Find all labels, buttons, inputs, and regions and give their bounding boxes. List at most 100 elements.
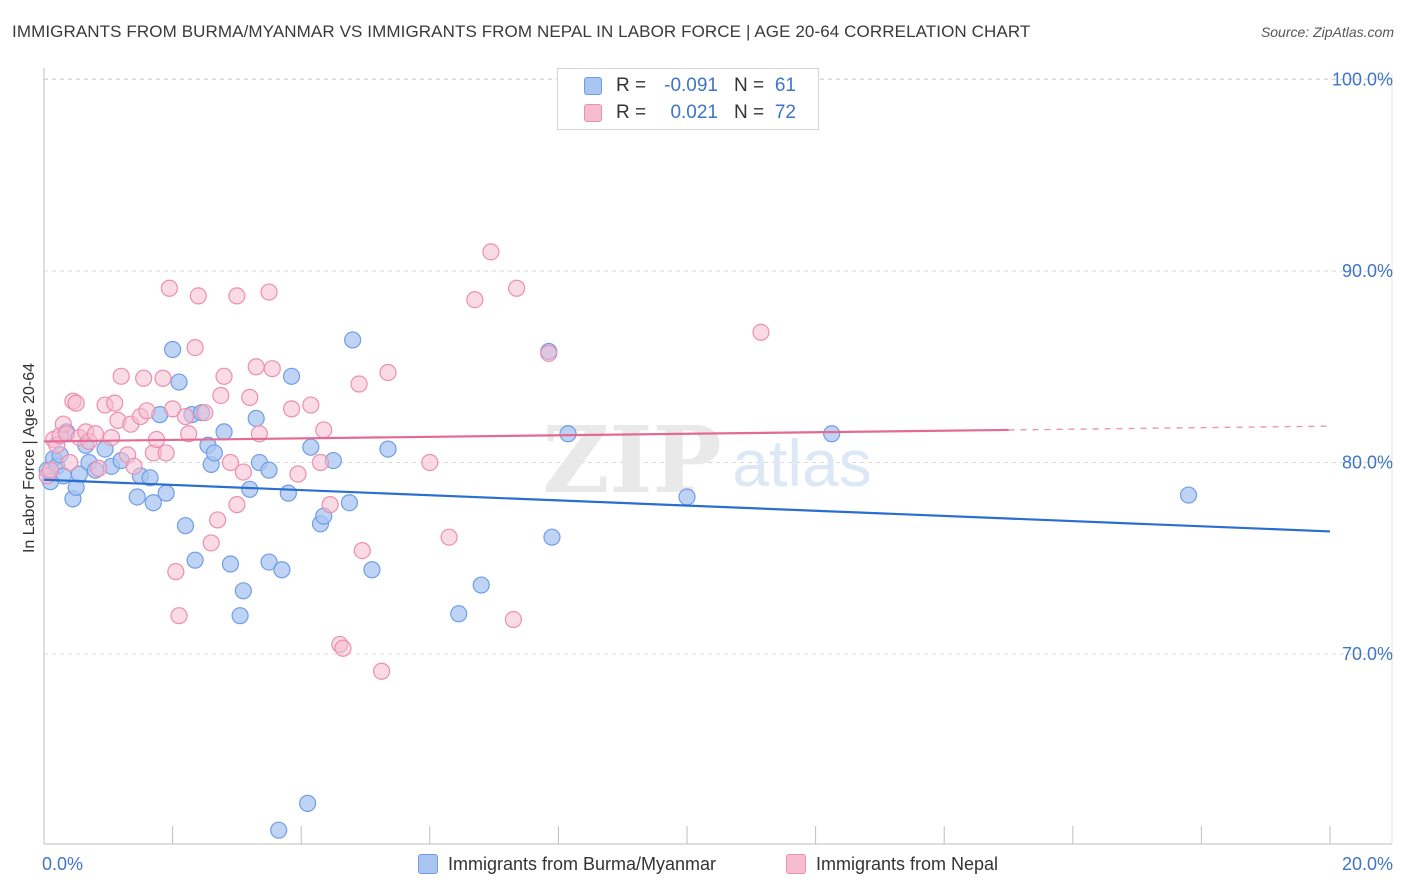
legend-item-burma[interactable]: Immigrants from Burma/Myanmar [418, 852, 716, 876]
nepal-point [482, 243, 500, 261]
nepal-point [228, 496, 246, 514]
y-tick-label: 70.0% [1342, 644, 1393, 664]
nepal-point [125, 457, 143, 475]
watermark: ZIP atlas [542, 406, 871, 514]
burma-point [221, 555, 240, 573]
y-tick-label: 80.0% [1342, 453, 1393, 473]
nepal-point [61, 453, 79, 472]
chart-title: IMMIGRANTS FROM BURMA/MYANMAR VS IMMIGRA… [12, 22, 1031, 41]
nepal-point [372, 662, 391, 680]
nepal-point [135, 369, 153, 387]
points-layer [38, 243, 1198, 839]
nepal-point [186, 339, 204, 357]
nepal-point [302, 396, 320, 414]
burma-n-label: N = [734, 75, 765, 96]
nepal-point [138, 402, 156, 420]
legend-nepal-label: Immigrants from Nepal [816, 854, 999, 874]
nepal-point [350, 375, 368, 393]
nepal-point [180, 425, 198, 443]
nepal-point [154, 369, 172, 387]
nepal-trend-line [43, 428, 1009, 443]
nepal-point [167, 563, 185, 581]
nepal-point [102, 429, 121, 447]
watermark-atlas: atlas [732, 426, 871, 500]
burma-point [1179, 486, 1198, 504]
nepal-n-value: 72 [774, 102, 796, 123]
nepal-point [334, 639, 352, 657]
nepal-r-value: 0.021 [670, 102, 718, 123]
nepal-point [421, 453, 439, 472]
burma-point [176, 517, 195, 535]
burma-point [260, 461, 278, 479]
burma-point [344, 331, 362, 349]
x-tick-label: 20.0% [1342, 854, 1393, 874]
burma-point [302, 438, 320, 456]
burma-r-value: -0.091 [664, 75, 718, 96]
trend-layer [43, 425, 1331, 533]
y-tick-label: 100.0% [1332, 70, 1393, 90]
burma-point [450, 605, 468, 623]
legend-burma-swatch [418, 854, 438, 874]
nepal-point [440, 528, 458, 546]
nepal-point [263, 360, 281, 378]
burma-trend-line [43, 478, 1331, 533]
burma-point [247, 409, 265, 428]
nepal-point [321, 496, 339, 514]
nepal-point [90, 459, 108, 477]
burma-point [559, 425, 577, 443]
burma-point [279, 484, 297, 502]
legend-nepal-swatch [786, 854, 806, 874]
burma-point [231, 607, 249, 625]
burma-r-label: R = [616, 75, 647, 96]
burma-point [340, 494, 359, 512]
nepal-point [176, 407, 195, 426]
nepal-point [504, 610, 522, 629]
nepal-point [189, 287, 207, 305]
x-tick-label: 0.0% [42, 854, 83, 874]
nepal-point [196, 404, 214, 422]
burma-point [141, 469, 159, 487]
label-layer: 100.0% 90.0% 80.0% 70.0% 0.0% 20.0% [42, 70, 1393, 875]
legend-burma-label: Immigrants from Burma/Myanmar [448, 854, 717, 874]
burma-n-value: 61 [774, 75, 796, 96]
burma-point [170, 373, 188, 391]
nepal-point [164, 400, 182, 418]
nepal-point [106, 394, 124, 412]
burma-point [678, 488, 696, 506]
nepal-point [221, 453, 240, 472]
burma-point [205, 444, 223, 462]
nepal-point [209, 511, 227, 529]
nepal-point [282, 400, 301, 418]
y-tick-label: 90.0% [1342, 261, 1393, 281]
legend-item-nepal[interactable]: Immigrants from Nepal [786, 852, 998, 876]
burma-point [379, 440, 397, 458]
burma-point [543, 528, 561, 546]
burma-point [164, 340, 182, 359]
nepal-point [112, 367, 130, 385]
burma-point [282, 367, 301, 385]
nepal-point [215, 367, 233, 385]
nepal-point [241, 388, 259, 406]
burma-point [273, 561, 291, 579]
nepal-point [247, 358, 265, 376]
nepal-point [67, 394, 85, 412]
burma-point [363, 561, 381, 579]
burma-point [186, 551, 204, 569]
nepal-point [540, 344, 558, 362]
nepal-point [260, 283, 278, 301]
burma-point [128, 488, 146, 506]
burma-point [144, 494, 162, 512]
y-axis-title: In Labor Force | Age 20-64 [21, 363, 38, 553]
nepal-point [353, 541, 371, 560]
nepal-point [228, 287, 246, 305]
nepal-point [160, 279, 178, 297]
burma-point [472, 576, 490, 594]
nepal-n-label: N = [734, 102, 765, 123]
nepal-point [508, 279, 526, 297]
burma-point [823, 425, 841, 443]
burma-point [260, 553, 278, 571]
stats-row-nepal: R = 0.021 N = 72 [558, 100, 818, 126]
nepal-swatch [584, 104, 602, 122]
nepal-point [752, 323, 770, 341]
